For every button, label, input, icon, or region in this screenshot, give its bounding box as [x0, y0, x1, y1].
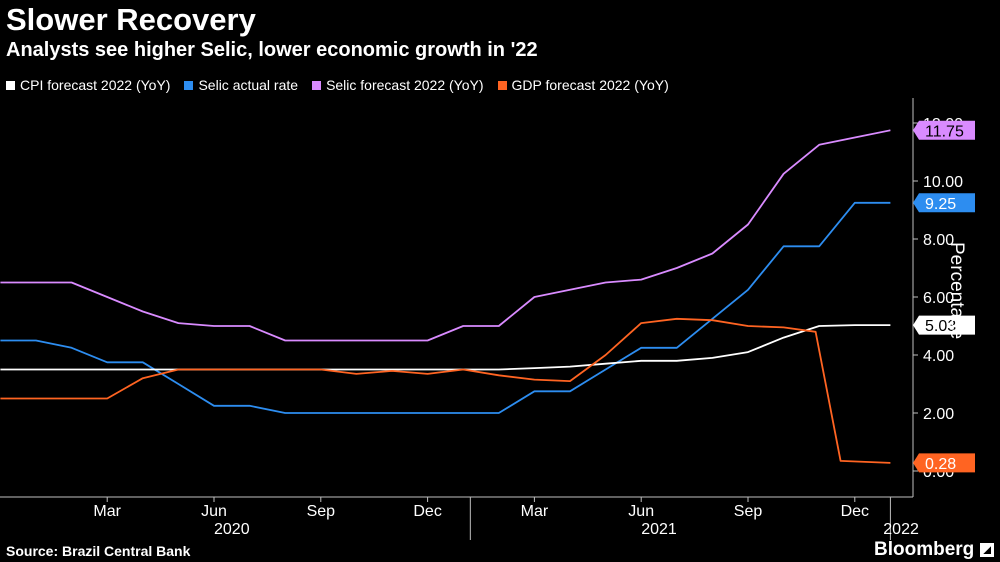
x-tick-label: Sep — [734, 503, 763, 520]
legend-swatch-gdp — [497, 80, 507, 90]
value-tag-label-1: 9.25 — [925, 196, 956, 213]
value-tag-0 — [913, 120, 975, 140]
legend-item-gdp: GDP forecast 2022 (YoY) — [497, 77, 669, 93]
value-tag-label-2: 5.03 — [925, 318, 956, 335]
legend-label-selic-forecast: Selic forecast 2022 (YoY) — [326, 77, 484, 93]
y-tick-label: 6.00 — [923, 290, 954, 307]
value-tag-label-0: 11.75 — [925, 123, 964, 140]
legend-item-cpi: CPI forecast 2022 (YoY) — [6, 77, 170, 93]
y-tick-label: 4.00 — [923, 348, 954, 365]
x-tick-label: Dec — [841, 503, 869, 520]
legend-swatch-selic-forecast — [312, 80, 322, 90]
y-tick-label: 2.00 — [923, 406, 954, 423]
x-tick-label: Jun — [201, 503, 227, 520]
legend-swatch-cpi — [6, 80, 15, 90]
legend-label-selic-actual: Selic actual rate — [198, 77, 299, 93]
value-tag-label-3: 0.28 — [925, 456, 956, 473]
bloomberg-terminal-icon — [980, 543, 995, 557]
x-tick-label: Mar — [93, 503, 121, 520]
y-axis-label: Percentage — [946, 242, 967, 340]
series-line-0 — [0, 129, 891, 342]
legend: CPI forecast 2022 (YoY) Selic actual rat… — [6, 76, 683, 94]
value-tag-2 — [913, 315, 975, 335]
y-tick-label: 8.00 — [923, 232, 954, 249]
chart-subtitle: Analysts see higher Selic, lower economi… — [6, 39, 538, 61]
legend-item-selic-forecast: Selic forecast 2022 (YoY) — [312, 77, 484, 93]
x-year-label: 2021 — [641, 521, 677, 538]
legend-label-gdp: GDP forecast 2022 (YoY) — [511, 77, 669, 93]
bloomberg-logo: Bloomberg — [874, 539, 995, 561]
x-year-label: 2020 — [214, 521, 250, 538]
y-tick-label: 10.00 — [923, 174, 963, 191]
legend-label-cpi: CPI forecast 2022 (YoY) — [20, 77, 171, 93]
series-line-1 — [0, 201, 891, 414]
brand-name: Bloomberg — [874, 539, 975, 560]
x-tick-label: Jun — [628, 503, 654, 520]
x-tick-label: Sep — [307, 503, 336, 520]
series-line-3 — [0, 317, 891, 464]
legend-swatch-selic-actual — [184, 80, 194, 90]
series-line-2 — [0, 324, 891, 371]
x-tick-label: Mar — [521, 503, 549, 520]
x-year-label: 2022 — [883, 521, 919, 538]
chart-title: Slower Recovery — [6, 2, 256, 37]
legend-item-selic-actual: Selic actual rate — [184, 77, 298, 93]
value-tag-3 — [913, 453, 975, 473]
value-tag-1 — [913, 193, 975, 213]
x-tick-label: Dec — [413, 503, 441, 520]
source-note: Source: Brazil Central Bank — [6, 543, 191, 559]
